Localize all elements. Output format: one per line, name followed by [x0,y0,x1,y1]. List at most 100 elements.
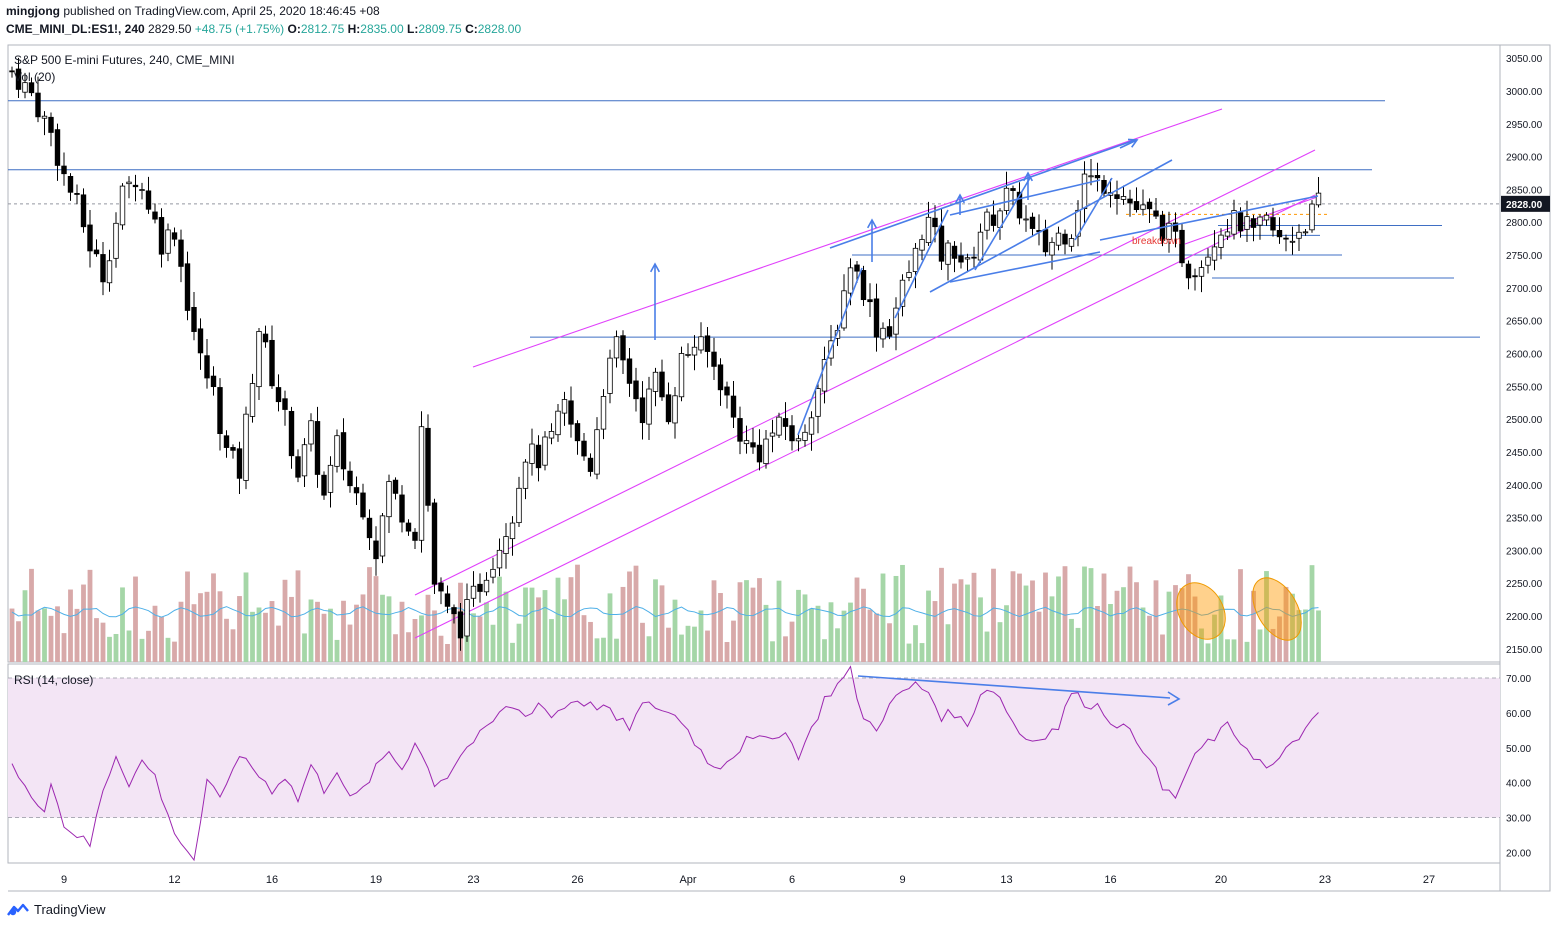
candle-body [1198,267,1205,277]
candle-body [867,299,873,303]
volume-bar [113,633,119,662]
rsi-legend[interactable]: RSI (14, close) [14,673,94,687]
volume-bar [900,564,905,662]
candle-body [165,229,171,254]
volume-bar [581,615,587,662]
volume-bar [419,615,424,662]
volume-bar [971,572,977,662]
volume-bar [1160,634,1165,662]
candle-body [763,438,769,464]
time-tick-label: 20 [1215,874,1227,886]
volume-bar [198,593,203,662]
volume-bar [1179,588,1185,662]
volume-bar [841,610,847,662]
volume-bar [120,587,125,662]
candle-body [74,193,80,195]
arrow-head [1022,171,1034,182]
candle-body [789,425,795,442]
candle-body [119,185,126,226]
candle-body [366,517,373,539]
candle-body [1088,175,1094,178]
candle-body [1055,232,1062,246]
candle-body [685,354,691,356]
volume-bar [55,606,60,662]
candle-body [750,442,756,448]
volume-bar [1212,614,1217,662]
candle-body [61,165,67,175]
candle-body [464,599,470,637]
candle-body [1192,275,1198,278]
time-tick-label: 16 [266,874,278,886]
candle-body [964,257,971,260]
volume-bar [321,613,327,662]
candle-body [958,255,964,263]
price-tick-label: 2850.00 [1506,185,1543,196]
time-tick-label: 13 [1000,874,1012,886]
volume-bar [588,621,593,662]
volume-bar [874,613,879,662]
candle-body [1283,237,1289,240]
volume-bar [893,575,899,662]
volume-bar [809,608,814,662]
candle-body [782,418,789,427]
publish-info: mingjong published on TradingView.com, A… [6,4,380,18]
candle-body [919,239,925,251]
volume-bar [685,625,691,662]
volume-bar [35,610,41,662]
price-tick-label: 2650.00 [1506,317,1543,328]
price-tick-label: 3000.00 [1506,87,1543,98]
candle-body [1114,194,1120,199]
volume-bar [1036,611,1042,662]
volume-bar [1225,639,1230,662]
volume-bar [945,624,951,662]
candle-body [613,336,620,359]
candle-body [22,82,28,93]
time-tick-label: 23 [467,874,479,886]
trend-line [894,209,949,319]
candle-body [314,421,321,475]
candle-body [581,440,587,457]
footer-brand[interactable]: TradingView [6,902,106,917]
candle-body [327,464,334,493]
candle-body [301,444,308,477]
volume-bar [1082,566,1087,662]
candle-body [984,211,990,231]
candle-body [776,416,782,436]
volume-bar [94,618,99,662]
candle-body [80,194,87,228]
volume-legend[interactable]: Vol (20) [14,70,56,84]
candle-body [743,440,750,445]
volume-bar [1114,590,1120,662]
main-legend[interactable]: S&P 500 E-mini Futures, 240, CME_MINI [14,53,235,67]
volume-bar [217,591,223,662]
volume-bar [1173,585,1178,662]
trend-line [949,179,1101,216]
high-value: 2835.00 [360,22,404,36]
trend-line [949,251,1101,283]
candle-body [321,474,327,496]
volume-bar [1043,572,1048,662]
volume-bar [42,608,47,662]
candle-body [353,487,360,494]
candle-body [392,479,399,494]
candle-body [691,346,698,356]
candle-body [516,487,522,524]
volume-bar [679,634,684,662]
breakdown-annotation: breakdown [1132,236,1181,247]
last-price: 2829.50 [148,22,192,36]
volume-bar [1075,627,1081,662]
rsi-divergence-arrow [1167,691,1181,706]
volume-bar [705,630,710,662]
author-name[interactable]: mingjong [6,4,60,18]
volume-bar [789,621,795,662]
volume-bar [276,625,281,662]
volume-bar [822,639,827,662]
price-tick-label: 2800.00 [1506,218,1543,229]
volume-bar [640,622,645,662]
volume-bar [432,610,437,662]
candle-body [698,336,704,351]
candle-body [431,502,438,585]
candle-body [1153,210,1159,217]
candle-body [626,358,633,384]
